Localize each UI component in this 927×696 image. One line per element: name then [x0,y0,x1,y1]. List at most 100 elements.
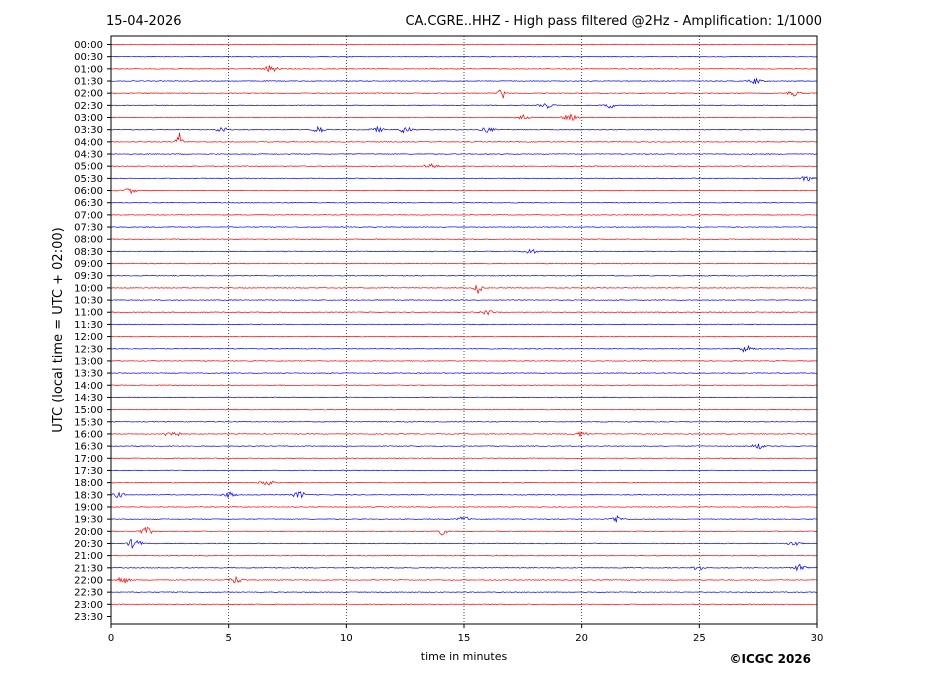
row-label: 01:00 [74,64,103,75]
trace-group [110,43,818,606]
row-label: 17:00 [74,454,103,465]
x-tick-label: 20 [575,633,588,644]
x-tick-group: 0 5 10 15 20 25 30 [108,624,823,644]
trace-1630 [110,443,818,450]
row-label: 10:30 [74,296,103,307]
trace-1900 [110,506,817,508]
row-label: 17:30 [74,466,103,477]
row-label: 09:00 [74,259,103,270]
row-label: 02:30 [74,101,103,112]
row-label: 09:30 [74,271,103,282]
row-label: 19:30 [74,515,103,526]
trace-2230 [110,591,818,593]
trace-0930 [110,274,818,277]
trace-0830 [110,248,818,254]
trace-2130 [110,563,818,572]
row-label: 20:30 [74,539,103,550]
trace-0100 [110,65,818,73]
trace-0000 [110,43,818,46]
row-label: 15:00 [74,405,103,416]
trace-1700 [110,457,818,460]
trace-0530 [110,176,818,182]
copyright-label: ©ICGC 2026 [729,652,811,666]
x-tick-label: 10 [340,633,353,644]
row-label: 21:00 [74,551,103,562]
trace-0130 [110,77,818,85]
row-label: 03:00 [74,113,103,124]
trace-0030 [110,55,818,58]
trace-0330 [110,125,818,134]
row-label: 05:00 [74,162,103,173]
row-label: 23:30 [74,612,103,623]
plot-frame [110,35,818,625]
trace-0900 [110,262,818,265]
trace-1730 [110,469,817,472]
trace-1200 [110,335,818,338]
trace-2300 [110,603,818,606]
row-label: 04:30 [74,150,103,161]
row-label: 05:30 [74,174,103,185]
row-label: 08:30 [74,247,103,258]
x-tick-label: 5 [225,633,231,644]
trace-1600 [110,431,818,437]
row-label: 22:30 [74,588,103,599]
trace-2030 [110,538,818,549]
row-label: 18:30 [74,490,103,501]
trace-0430 [110,153,818,155]
row-label: 22:00 [74,575,103,586]
row-label: 16:00 [74,429,103,440]
x-tick-label: 15 [458,633,471,644]
trace-1000 [110,285,818,294]
trace-1400 [110,384,818,387]
date-label: 15-04-2026 [106,14,182,29]
row-label: 00:30 [74,52,103,63]
row-label: 11:30 [74,320,103,331]
trace-1130 [110,323,818,326]
trace-0800 [110,238,818,240]
row-label: 15:30 [74,417,103,428]
row-label: 12:30 [74,344,103,355]
trace-0730 [111,226,818,228]
trace-1230 [110,345,818,353]
row-label: 08:00 [74,235,103,246]
row-label: 23:00 [74,600,103,611]
trace-2200 [110,575,818,584]
vertical-grid [228,36,700,624]
trace-1030 [110,299,818,301]
row-label: 14:00 [74,381,103,392]
trace-0500 [110,163,818,169]
row-label: 20:00 [74,527,103,538]
trace-1500 [110,408,818,411]
row-label: 12:00 [74,332,103,343]
y-axis-label: UTC (local time = UTC + 02:00) [51,227,66,432]
trace-2000 [110,526,818,536]
trace-0200 [110,89,818,99]
trace-1330 [110,372,818,374]
x-axis-label: time in minutes [421,650,508,663]
row-label: 16:30 [74,442,103,453]
x-tick-label: 0 [108,633,114,644]
row-label: 11:00 [74,308,103,319]
trace-0700 [110,214,818,216]
trace-0230 [110,103,818,110]
row-label: 02:00 [74,89,103,100]
row-label: 10:00 [74,283,103,294]
trace-1430 [110,396,818,399]
trace-0400 [110,132,818,143]
trace-1530 [110,421,818,423]
trace-1100 [110,310,818,316]
row-label: 06:00 [74,186,103,197]
trace-0600 [110,188,818,195]
row-label: 13:30 [74,369,103,380]
row-label: 19:00 [74,502,103,513]
row-label: 21:30 [74,563,103,574]
trace-0630 [110,201,818,204]
row-label: 14:30 [74,393,103,404]
row-label: 01:30 [74,77,103,88]
chart-title: CA.CGRE..HHZ - High pass filtered @2Hz -… [405,14,822,29]
trace-2100 [110,554,817,557]
trace-1930 [110,514,818,523]
